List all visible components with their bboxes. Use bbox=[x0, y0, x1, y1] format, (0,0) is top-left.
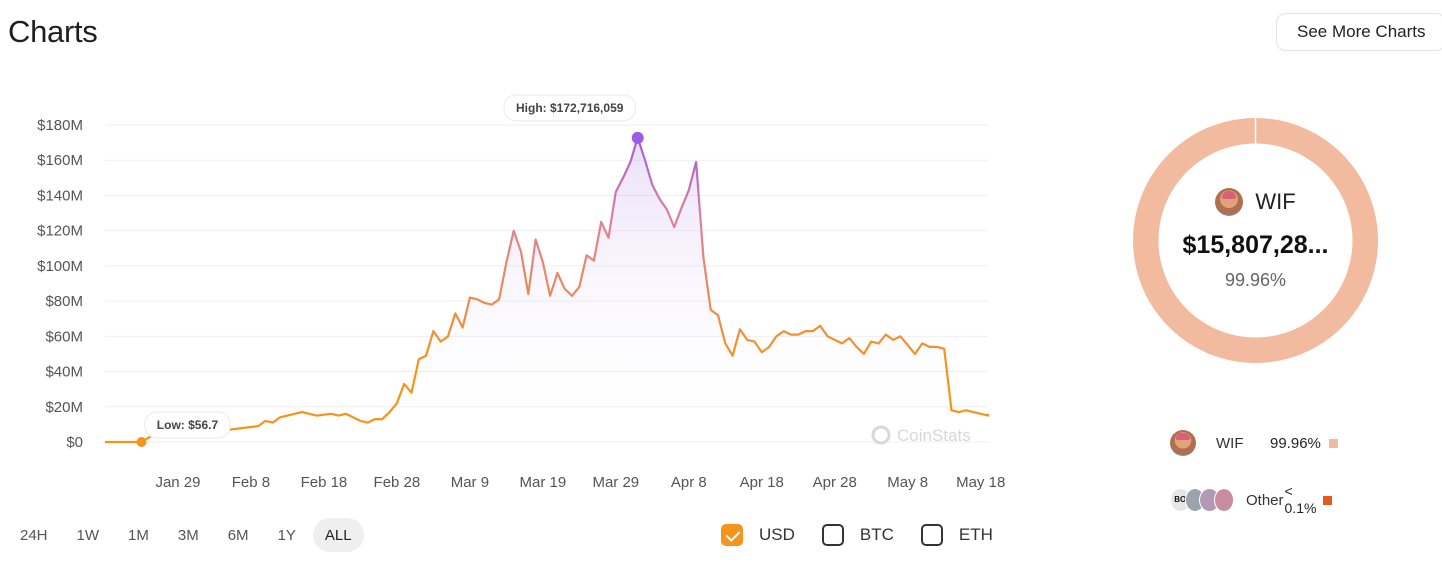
legend-other-percent: < 0.1% bbox=[1285, 483, 1317, 517]
time-range-selector: 24H 1W 1M 3M 6M 1Y ALL bbox=[8, 518, 369, 552]
legend-wif-swatch bbox=[1328, 438, 1338, 448]
legend-wif-percent: 99.96% bbox=[1270, 434, 1321, 452]
donut-center-head: WIF bbox=[1133, 188, 1378, 216]
range-24h-button[interactable]: 24H bbox=[8, 518, 60, 552]
eth-label: ETH bbox=[958, 525, 993, 544]
series-line bbox=[105, 136, 990, 444]
y-tick-label: $20M bbox=[45, 399, 83, 416]
portfolio-value-chart[interactable]: $180M $160M $140M $120M $100M $80M $60M $40M $20… bbox=[0, 80, 1010, 500]
coin-icon-4 bbox=[1213, 488, 1234, 512]
x-tick-label: Apr 28 bbox=[813, 474, 857, 491]
legend-other-percent-prefix: < bbox=[1284, 483, 1293, 499]
y-tick-label: $100M bbox=[37, 258, 83, 275]
y-tick-label: $60M bbox=[45, 328, 83, 345]
usd-checkbox[interactable] bbox=[721, 524, 743, 546]
range-1y-button[interactable]: 1Y bbox=[266, 518, 308, 552]
x-tick-label: May 8 bbox=[887, 474, 928, 491]
range-1m-button[interactable]: 1M bbox=[116, 518, 161, 552]
y-tick-label: $0 bbox=[66, 434, 83, 451]
usd-label: USD bbox=[759, 525, 795, 544]
legend-other-name: Other bbox=[1246, 491, 1284, 509]
currency-usd-option[interactable]: USD bbox=[721, 524, 795, 546]
high-callout-label: High: $172,716,059 bbox=[516, 101, 624, 115]
x-tick-label: Mar 19 bbox=[520, 474, 567, 491]
allocation-donut[interactable]: WIF $15,807,28... 99.96% bbox=[1133, 118, 1378, 363]
low-callout-label: Low: $56.7 bbox=[157, 418, 219, 432]
legend-other-percent-value: 0.1% bbox=[1284, 500, 1317, 516]
low-callout-box bbox=[144, 411, 231, 439]
x-tick-label: Mar 9 bbox=[451, 474, 489, 491]
donut-center-info: WIF $15,807,28... 99.96% bbox=[1133, 118, 1378, 363]
series-area bbox=[105, 137, 988, 443]
y-tick-label: $160M bbox=[37, 152, 83, 169]
donut-chart-svg bbox=[1133, 118, 1378, 363]
range-6m-button[interactable]: 6M bbox=[216, 518, 261, 552]
x-tick-label: May 18 bbox=[956, 474, 1005, 491]
x-tick-label: Apr 8 bbox=[671, 474, 707, 491]
x-tick-label: Feb 28 bbox=[374, 474, 421, 491]
y-tick-label: $120M bbox=[37, 223, 83, 240]
donut-center-value: $15,807,28... bbox=[1182, 231, 1329, 259]
wif-legend-icon bbox=[1170, 430, 1196, 456]
low-point-marker bbox=[136, 436, 147, 447]
legend-other-swatch bbox=[1323, 495, 1333, 505]
x-tick-label: Apr 18 bbox=[740, 474, 784, 491]
y-tick-label: $140M bbox=[37, 187, 83, 204]
x-axis-labels: Jan 29 Feb 8 Feb 18 Feb 28 Mar 9 Mar 19 Mar 29… bbox=[155, 474, 1005, 491]
y-tick-label: $40M bbox=[45, 364, 83, 381]
currency-eth-option[interactable]: ETH bbox=[920, 524, 993, 546]
other-coins-icon-stack: BO bbox=[1170, 488, 1234, 512]
x-tick-label: Feb 18 bbox=[301, 474, 348, 491]
x-tick-label: Jan 29 bbox=[155, 474, 200, 491]
donut-center-percent: 99.96% bbox=[1224, 270, 1287, 290]
eth-checkbox[interactable] bbox=[920, 524, 943, 546]
y-axis-labels: $180M $160M $140M $120M $100M $80M $60M $40M $20… bbox=[37, 117, 83, 451]
see-more-charts-button[interactable]: See More Charts bbox=[1276, 13, 1442, 51]
range-1w-button[interactable]: 1W bbox=[65, 518, 112, 552]
wif-coin-icon bbox=[1215, 188, 1244, 216]
btc-checkbox[interactable] bbox=[821, 524, 844, 546]
high-callout-box bbox=[503, 94, 636, 122]
high-point-marker bbox=[631, 131, 644, 144]
low-callout: Low: $56.7 bbox=[136, 411, 231, 447]
range-3m-button[interactable]: 3M bbox=[166, 518, 211, 552]
legend-item-other[interactable]: BO Other < 0.1% bbox=[1170, 483, 1333, 517]
btc-label: BTC bbox=[859, 525, 894, 544]
y-tick-label: $80M bbox=[45, 293, 83, 310]
x-tick-label: Feb 8 bbox=[232, 474, 270, 491]
y-tick-label: $180M bbox=[37, 117, 83, 134]
page-title: Charts bbox=[8, 14, 98, 49]
range-all-button[interactable]: ALL bbox=[312, 518, 364, 552]
currency-selector: USD BTC ETH bbox=[721, 524, 1020, 546]
donut-center-name: WIF bbox=[1255, 189, 1296, 214]
legend-wif-name: WIF bbox=[1216, 434, 1244, 452]
currency-btc-option[interactable]: BTC bbox=[821, 524, 894, 546]
high-callout: High: $172,716,059 bbox=[503, 94, 644, 144]
legend-item-wif[interactable]: WIF 99.96% bbox=[1170, 430, 1338, 456]
x-tick-label: Mar 29 bbox=[592, 474, 639, 491]
